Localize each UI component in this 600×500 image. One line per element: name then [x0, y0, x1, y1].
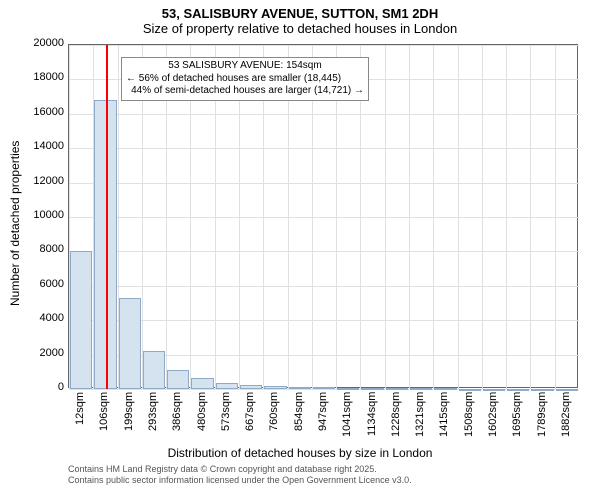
gridline: [555, 45, 556, 389]
gridline: [458, 45, 459, 389]
gridline: [69, 183, 579, 184]
histogram-bar: [483, 389, 505, 391]
histogram-bar: [531, 389, 553, 391]
footnote-line-2: Contains public sector information licen…: [68, 475, 412, 486]
histogram-bar: [70, 251, 92, 389]
histogram-bar: [386, 388, 408, 390]
x-axis-label: Distribution of detached houses by size …: [0, 446, 600, 460]
gridline: [530, 45, 531, 389]
histogram-bar: [191, 378, 213, 389]
x-tick-label: 1134sqm: [366, 392, 378, 446]
y-tick-label: 8000: [20, 243, 64, 255]
histogram-bar: [143, 351, 165, 389]
x-tick-label: 1228sqm: [390, 392, 402, 446]
y-tick-label: 14000: [20, 140, 64, 152]
gridline: [482, 45, 483, 389]
y-tick-label: 20000: [20, 37, 64, 49]
x-tick-label: 199sqm: [123, 392, 135, 446]
x-tick-label: 1415sqm: [438, 392, 450, 446]
annotation-line-2: ← 56% of detached houses are smaller (18…: [126, 73, 364, 86]
histogram-bar: [313, 387, 335, 389]
y-tick-label: 0: [20, 381, 64, 393]
x-tick-label: 854sqm: [293, 392, 305, 446]
plot-area: 53 SALISBURY AVENUE: 154sqm← 56% of deta…: [68, 44, 578, 388]
histogram-bar: [119, 298, 141, 389]
gridline: [69, 114, 579, 115]
histogram-bar: [410, 388, 432, 390]
histogram-bar: [361, 388, 383, 390]
y-tick-label: 12000: [20, 175, 64, 187]
x-tick-label: 947sqm: [317, 392, 329, 446]
gridline: [69, 320, 579, 321]
gridline: [69, 286, 579, 287]
y-tick-label: 4000: [20, 312, 64, 324]
annotation-box: 53 SALISBURY AVENUE: 154sqm← 56% of deta…: [121, 57, 369, 101]
x-tick-label: 667sqm: [244, 392, 256, 446]
gridline: [409, 45, 410, 389]
histogram-bar: [434, 388, 456, 390]
gridline: [433, 45, 434, 389]
x-tick-label: 1789sqm: [536, 392, 548, 446]
chart-title: 53, SALISBURY AVENUE, SUTTON, SM1 2DH: [0, 0, 600, 21]
x-tick-label: 1602sqm: [487, 392, 499, 446]
chart-subtitle: Size of property relative to detached ho…: [0, 21, 600, 40]
x-tick-label: 1041sqm: [341, 392, 353, 446]
footnote-line-1: Contains HM Land Registry data © Crown c…: [68, 464, 412, 475]
x-tick-label: 386sqm: [171, 392, 183, 446]
x-tick-label: 106sqm: [98, 392, 110, 446]
x-tick-label: 12sqm: [74, 392, 86, 446]
property-marker-line: [106, 45, 108, 389]
gridline: [69, 45, 579, 46]
y-tick-label: 2000: [20, 347, 64, 359]
x-tick-label: 1321sqm: [414, 392, 426, 446]
gridline: [385, 45, 386, 389]
annotation-line-1: 53 SALISBURY AVENUE: 154sqm: [126, 60, 364, 73]
histogram-bar: [240, 385, 262, 389]
gridline: [69, 148, 579, 149]
histogram-bar: [556, 389, 578, 391]
gridline: [69, 217, 579, 218]
x-tick-label: 573sqm: [220, 392, 232, 446]
x-tick-label: 480sqm: [196, 392, 208, 446]
x-tick-label: 293sqm: [147, 392, 159, 446]
x-tick-label: 1695sqm: [511, 392, 523, 446]
histogram-bar: [459, 389, 481, 391]
histogram-bar: [507, 389, 529, 391]
gridline: [69, 251, 579, 252]
histogram-bar: [264, 386, 286, 389]
y-tick-label: 16000: [20, 106, 64, 118]
x-tick-label: 1508sqm: [463, 392, 475, 446]
histogram-bar: [337, 388, 359, 390]
x-tick-label: 760sqm: [268, 392, 280, 446]
chart-container: 53, SALISBURY AVENUE, SUTTON, SM1 2DH Si…: [0, 0, 600, 500]
y-tick-label: 18000: [20, 71, 64, 83]
histogram-bar: [216, 383, 238, 389]
x-tick-label: 1882sqm: [560, 392, 572, 446]
gridline: [506, 45, 507, 389]
annotation-line-3: 44% of semi-detached houses are larger (…: [126, 85, 364, 98]
histogram-bar: [289, 387, 311, 389]
y-tick-label: 6000: [20, 278, 64, 290]
histogram-bar: [167, 370, 189, 389]
footnote: Contains HM Land Registry data © Crown c…: [68, 464, 412, 486]
y-tick-label: 10000: [20, 209, 64, 221]
